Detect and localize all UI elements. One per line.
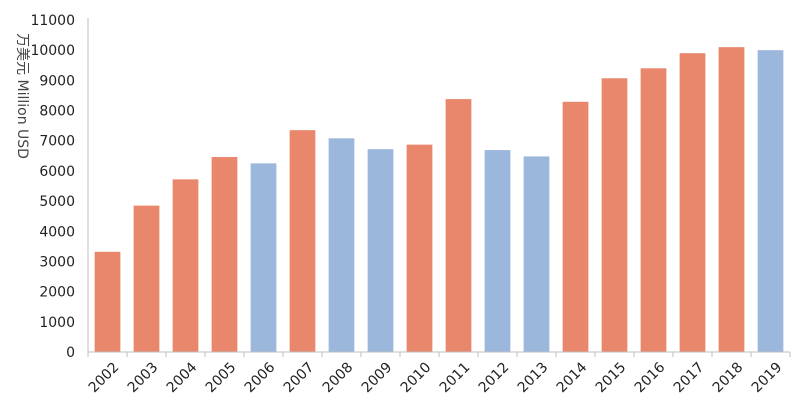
bar: [484, 150, 511, 352]
y-axis-label: 万美元 Million USD: [14, 33, 30, 159]
bar: [718, 47, 745, 352]
y-tick-label: 6000: [39, 164, 75, 180]
bar: [601, 78, 628, 352]
bar: [133, 205, 160, 352]
bar: [406, 144, 433, 352]
bar: [211, 157, 238, 352]
x-ticks: 2002 2003 2004 2005 2006 2007 2008 2009 2010 2011…: [86, 359, 786, 396]
y-tick-label: 10000: [30, 43, 75, 59]
y-tick-label: 0: [66, 345, 75, 361]
x-tick-label: 2017: [671, 360, 708, 397]
bar: [445, 99, 472, 353]
y-tick-label: 8000: [39, 104, 75, 120]
x-tick-label: 2013: [515, 360, 552, 397]
y-tick-label: 2000: [39, 285, 75, 301]
x-tick-label: 2007: [281, 360, 318, 397]
x-tick-label: 2004: [164, 359, 201, 396]
x-tick-label: 2009: [359, 360, 396, 397]
bar: [757, 50, 784, 352]
x-tick-label: 2010: [398, 360, 435, 397]
bar: [94, 251, 121, 352]
bars: [94, 47, 784, 353]
y-tick-label: 4000: [39, 224, 75, 240]
bar: [679, 53, 706, 352]
y-tick-label: 7000: [39, 134, 75, 150]
x-tick-label: 2015: [593, 360, 630, 397]
x-tick-label: 2006: [242, 359, 279, 396]
x-tick-label: 2019: [749, 360, 786, 397]
x-tick-label: 2011: [437, 360, 474, 397]
bar: [367, 149, 394, 352]
bar: [523, 156, 550, 352]
x-tick-label: 2014: [554, 359, 591, 396]
y-tick-label: 3000: [39, 254, 75, 270]
x-tick-label: 2002: [86, 360, 123, 397]
y-axis-label-group: 万美元 Million USD: [14, 33, 30, 159]
bar: [172, 179, 199, 352]
x-tick-label: 2012: [476, 360, 513, 397]
x-tick-label: 2005: [203, 360, 240, 397]
bar: [562, 101, 589, 352]
axes: [87, 18, 791, 357]
y-tick-label: 11000: [30, 13, 75, 29]
y-ticks: 0 1000 2000 3000 4000 5000 6000 7000 8000 9000 100…: [30, 13, 75, 361]
y-tick-label: 5000: [39, 194, 75, 210]
y-tick-label: 1000: [39, 315, 75, 331]
bar: [328, 138, 355, 352]
x-tick-label: 2008: [320, 360, 357, 397]
x-tick-label: 2003: [125, 360, 162, 397]
y-tick-label: 9000: [39, 73, 75, 89]
bar: [289, 130, 316, 352]
bar: [640, 68, 667, 353]
x-tick-label: 2018: [710, 360, 747, 397]
x-tick-label: 2016: [632, 359, 669, 396]
bar: [250, 163, 277, 352]
